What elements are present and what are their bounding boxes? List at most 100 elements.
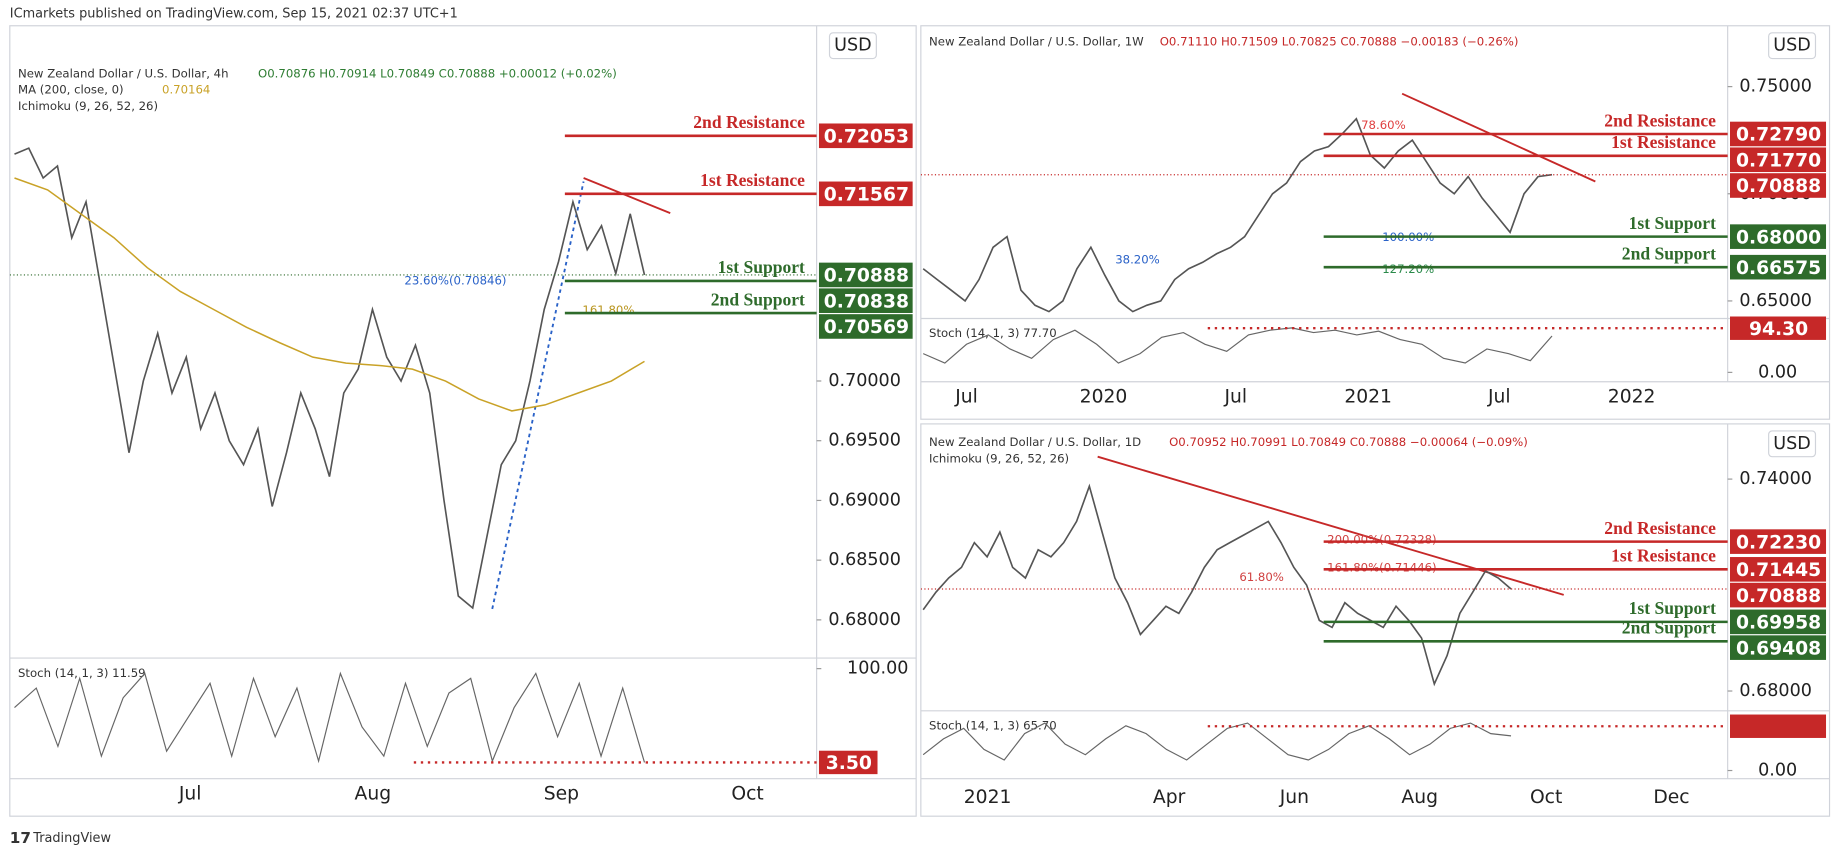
price-badge-label: 0.68000 bbox=[1736, 227, 1821, 248]
price-badge bbox=[1730, 147, 1827, 173]
trend-line bbox=[491, 181, 585, 610]
x-tick-label: 2022 bbox=[1608, 386, 1656, 407]
price-badge-label: 0.72230 bbox=[1736, 532, 1821, 553]
level-name: 1st Resistance bbox=[1611, 546, 1716, 566]
indicator-label: Ichimoku (9, 26, 52, 26) bbox=[929, 452, 1069, 466]
level-name: 2nd Support bbox=[1622, 244, 1716, 264]
level-name: 2nd Resistance bbox=[1604, 518, 1716, 538]
stoch-title: Stoch (14, 1, 3) 65.70 bbox=[929, 719, 1057, 733]
currency-label: USD bbox=[1773, 36, 1811, 56]
price-badge bbox=[1730, 609, 1827, 635]
x-tick-label: Jul bbox=[178, 783, 202, 804]
y-tick-label: 0.68000 bbox=[828, 610, 901, 630]
price-badge bbox=[1730, 635, 1827, 660]
ma-line bbox=[14, 177, 645, 412]
stoch-title: Stoch (14, 1, 3) 11.59 bbox=[18, 666, 146, 680]
price-badge-label: 0.69408 bbox=[1736, 638, 1821, 659]
currency-badge bbox=[1768, 430, 1817, 458]
panel-frame bbox=[9, 25, 917, 817]
x-tick-label: Jun bbox=[1279, 787, 1309, 808]
x-tick-label: Sep bbox=[544, 783, 579, 804]
plot-area bbox=[9, 147, 817, 610]
chart-panel: 0.68000 0.68500 0.69000 0.69500 0.70000 23.60… bbox=[9, 25, 917, 817]
price-badge-label: 0.71770 bbox=[1736, 150, 1821, 171]
y-tick-label: 0.70000 bbox=[828, 371, 901, 391]
price-badge bbox=[1730, 121, 1827, 147]
x-tick-label: 2021 bbox=[964, 787, 1012, 808]
ohlc-values: O0.70876 H0.70914 L0.70849 C0.70888 +0.0… bbox=[258, 66, 617, 80]
x-tick-label: Jul bbox=[1224, 386, 1248, 407]
price-badge-label: 0.70888 bbox=[1736, 586, 1821, 607]
price-badge-label: 0.69958 bbox=[1736, 613, 1821, 634]
price-badge-label: 0.70888 bbox=[824, 266, 909, 287]
panel-frame bbox=[920, 423, 1831, 817]
y-tick-label: 0.68500 bbox=[828, 550, 901, 570]
x-tick-label: 2021 bbox=[1344, 386, 1392, 407]
stoch-title: Stoch (14, 1, 3) 77.70 bbox=[929, 326, 1057, 340]
x-tick-label: Aug bbox=[1401, 787, 1438, 808]
price-badge-label: 0.70888 bbox=[1736, 176, 1821, 197]
price-line bbox=[922, 117, 1553, 313]
stoch-tick-label: 100.00 bbox=[847, 659, 908, 679]
price-badge-label: 0.72790 bbox=[1736, 125, 1821, 146]
stoch-level-badge bbox=[1730, 316, 1827, 340]
fib-label: 127.20% bbox=[1382, 262, 1434, 276]
level-name: 1st Resistance bbox=[1611, 132, 1716, 152]
indicator-value: 0.70164 bbox=[162, 83, 210, 97]
chart-title: New Zealand Dollar / U.S. Dollar, 4h bbox=[18, 66, 229, 80]
level-name: 1st Resistance bbox=[700, 170, 805, 190]
level-name: 2nd Resistance bbox=[693, 112, 805, 132]
x-tick-label: Jul bbox=[954, 386, 978, 407]
stoch-line bbox=[922, 327, 1553, 364]
level-name: 2nd Support bbox=[1622, 618, 1716, 638]
indicator-label: Ichimoku (9, 26, 52, 26) bbox=[18, 99, 158, 113]
y-tick-label: 0.65000 bbox=[1739, 291, 1812, 311]
y-tick-label: 0.68000 bbox=[1739, 681, 1812, 701]
chart-panel: 0.650000.700000.7500078.60%38.20%100.00%… bbox=[920, 25, 1831, 420]
plot-area bbox=[920, 92, 1728, 313]
price-badge bbox=[818, 262, 913, 288]
logo-mark: 𝟭𝟳 bbox=[10, 829, 31, 847]
stoch-tick-label: 0.00 bbox=[1758, 362, 1797, 382]
price-badge bbox=[1730, 224, 1827, 249]
currency-label: USD bbox=[1773, 434, 1811, 454]
price-badge bbox=[1730, 254, 1827, 280]
x-tick-label: Apr bbox=[1153, 787, 1186, 808]
fib-label: 161.80% bbox=[582, 303, 634, 317]
price-line bbox=[14, 147, 646, 610]
stoch-line bbox=[922, 722, 1512, 761]
ohlc-values: O0.71110 H0.71509 L0.70825 C0.70888 −0.0… bbox=[1160, 35, 1519, 49]
price-badge-label: 0.70569 bbox=[824, 317, 909, 338]
level-name: 1st Support bbox=[1629, 213, 1716, 233]
price-badge-label: 0.70838 bbox=[824, 291, 909, 312]
price-line bbox=[922, 483, 1512, 687]
x-tick-label: Oct bbox=[1530, 787, 1562, 808]
fib-label: 61.80% bbox=[1239, 570, 1284, 584]
y-tick-label: 0.75000 bbox=[1739, 77, 1812, 97]
tradingview-logo: 𝟭𝟳 bbox=[10, 829, 31, 847]
x-tick-label: Dec bbox=[1653, 787, 1689, 808]
price-badge bbox=[1730, 557, 1827, 582]
fib-label: 38.20% bbox=[1115, 252, 1160, 266]
price-badge bbox=[1730, 173, 1827, 198]
x-tick-label: 2020 bbox=[1080, 386, 1128, 407]
chart-title: New Zealand Dollar / U.S. Dollar, 1D bbox=[929, 435, 1141, 449]
price-badge bbox=[818, 288, 913, 313]
stoch-line bbox=[14, 671, 646, 764]
trend-line bbox=[1401, 92, 1596, 183]
footer-brand: TradingView bbox=[32, 831, 111, 846]
chart-panel: 0.68000 0.74000 61.80% 200.00%(0.72328) 161.… bbox=[920, 423, 1831, 817]
indicator-label: MA (200, close, 0) bbox=[18, 83, 124, 97]
price-badge bbox=[1730, 582, 1827, 608]
price-badge bbox=[818, 181, 913, 207]
level-name: 1st Support bbox=[718, 257, 805, 277]
x-tick-label: Oct bbox=[731, 783, 763, 804]
price-badge bbox=[818, 123, 913, 149]
panel-frame bbox=[920, 25, 1831, 420]
price-badge bbox=[1730, 529, 1827, 554]
fib-label: 200.00%(0.72328) bbox=[1327, 532, 1436, 546]
stoch-level-badge bbox=[1730, 714, 1827, 738]
x-tick-label: Aug bbox=[355, 783, 392, 804]
fib-label: 23.60%(0.70846) bbox=[404, 274, 506, 288]
